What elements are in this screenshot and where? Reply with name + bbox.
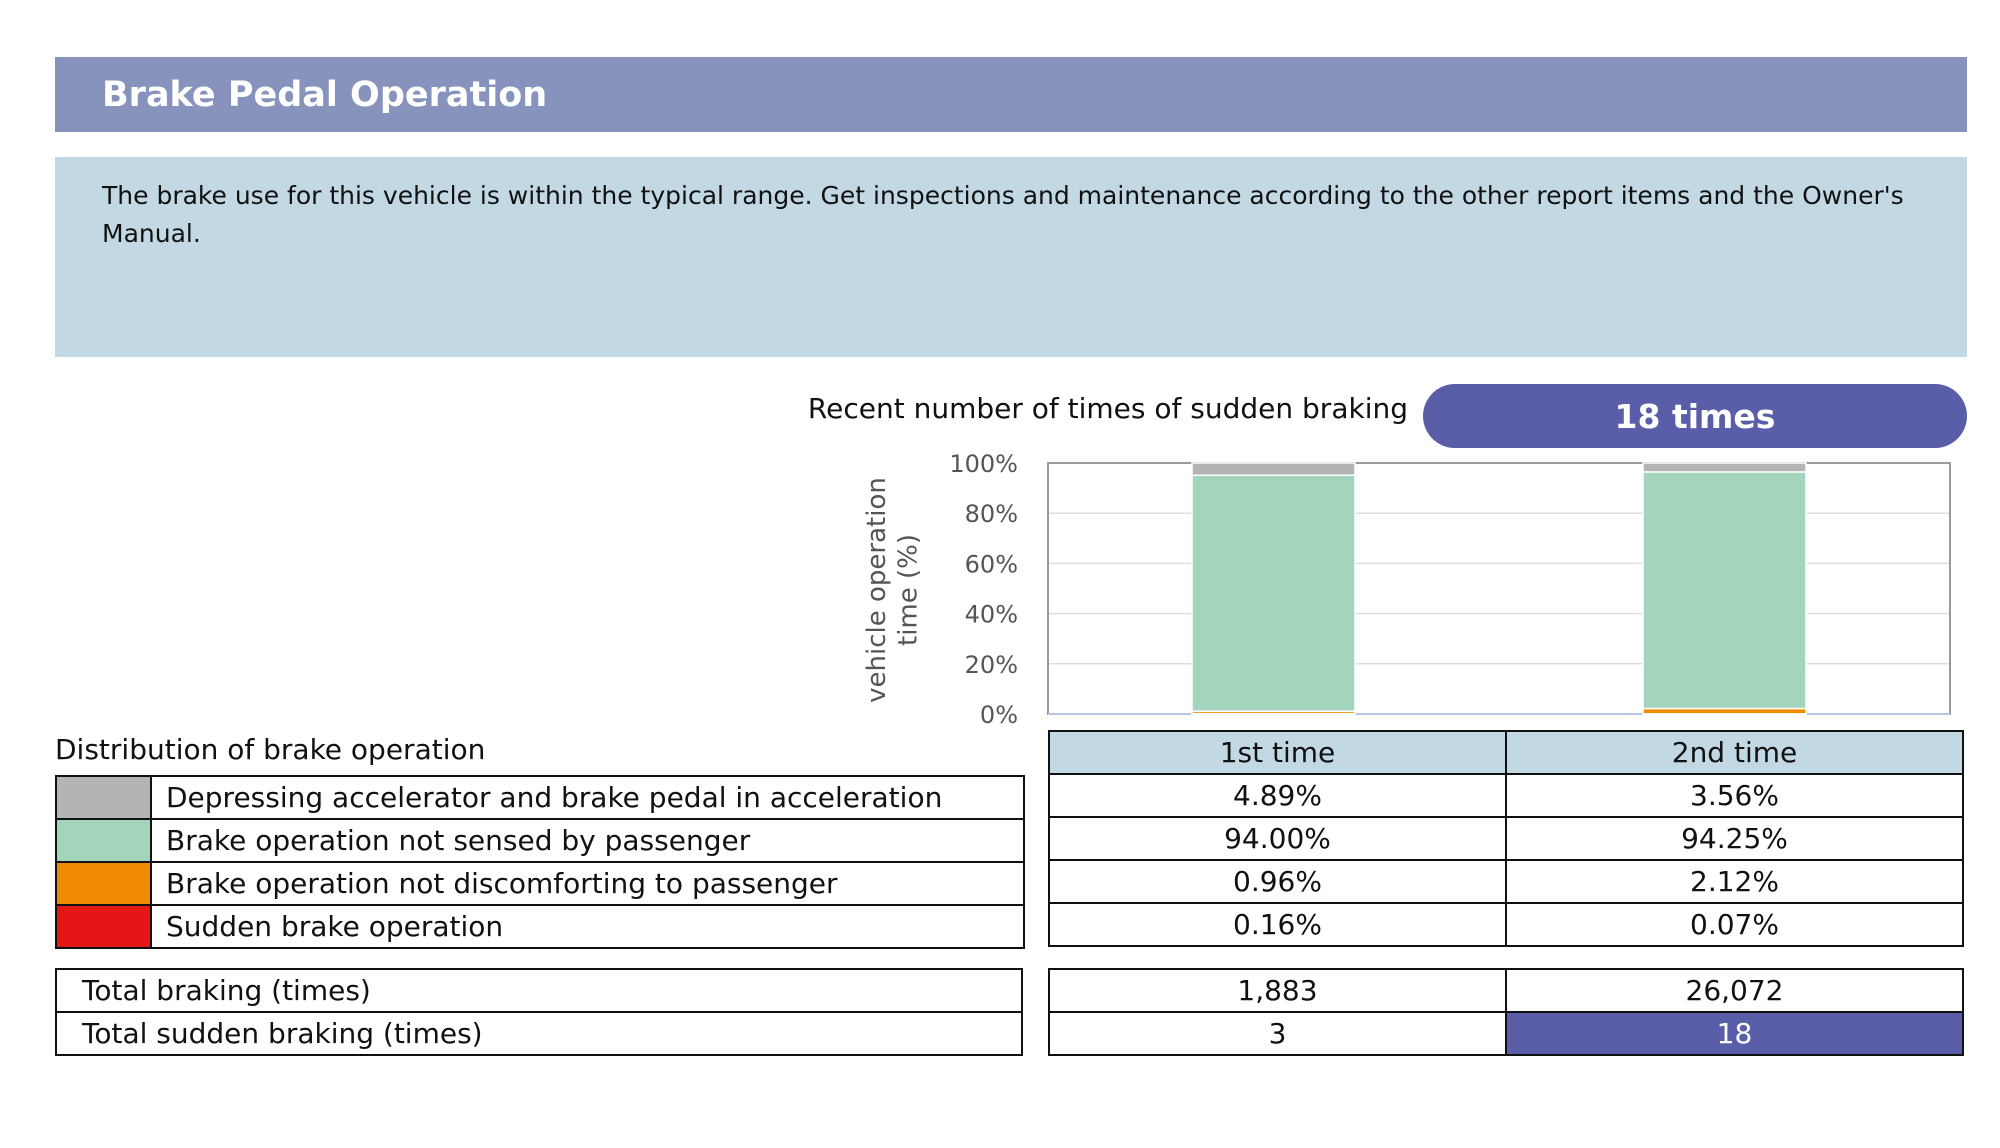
section-header: Brake Pedal Operation [55, 57, 1967, 132]
legend-label: Brake operation not discomforting to pas… [150, 861, 1025, 906]
legend-label: Brake operation not sensed by passenger [150, 818, 1025, 863]
summary-box: The brake use for this vehicle is within… [55, 157, 1967, 357]
totals-label-table: Total braking (times) Total sudden braki… [55, 968, 1023, 1056]
table-cell: 3.56% [1505, 773, 1964, 818]
sudden-braking-label: Recent number of times of sudden braking [807, 392, 1408, 425]
table-row: 0.16% 0.07% [1048, 902, 1964, 947]
table-cell: 0.16% [1048, 902, 1507, 947]
legend-swatch-sudden [55, 904, 152, 949]
table-row: Total braking (times) [55, 968, 1023, 1013]
table-row: 4.89% 3.56% [1048, 773, 1964, 818]
legend-row: Depressing accelerator and brake pedal i… [55, 775, 1025, 820]
table-cell: 1,883 [1048, 968, 1507, 1013]
table-row: 94.00% 94.25% [1048, 816, 1964, 861]
legend-swatch-accel-brake [55, 775, 152, 820]
legend-row: Brake operation not sensed by passenger [55, 818, 1025, 863]
y-tick-label: 60% [965, 550, 1018, 578]
table-cell: 3 [1048, 1011, 1507, 1056]
sudden-braking-badge: 18 times [1423, 384, 1967, 448]
legend-table: Depressing accelerator and brake pedal i… [55, 775, 1025, 949]
sudden-braking-value: 18 times [1614, 396, 1776, 436]
highlighted-cell: 18 [1505, 1011, 1964, 1056]
bar-segment-brake-operation-not-sensed-by-passenger [1191, 474, 1356, 712]
legend-swatch-not-discomforting [55, 861, 152, 906]
table-row: 0.96% 2.12% [1048, 859, 1964, 904]
table-cell: 2.12% [1505, 859, 1964, 904]
legend-row: Brake operation not discomforting to pas… [55, 861, 1025, 906]
total-braking-label: Total braking (times) [55, 968, 1023, 1013]
distribution-values-table: 1st time 2nd time 4.89% 3.56% 94.00% 94.… [1048, 730, 1964, 947]
table-cell: 26,072 [1505, 968, 1964, 1013]
bar-segment-depressing-accelerator-and-brake-pedal-in-acceleration [1642, 462, 1807, 473]
table-cell: 94.00% [1048, 816, 1507, 861]
y-tick-label: 100% [949, 450, 1018, 478]
brake-distribution-chart: 0% 20% 40% 60% 80% 100% vehicle operationtime … [862, 450, 1951, 729]
y-tick-label: 80% [965, 500, 1018, 528]
column-header-2nd: 2nd time [1505, 730, 1964, 775]
y-tick-label: 0% [980, 701, 1018, 729]
table-header-row: 1st time 2nd time [1048, 730, 1964, 775]
legend-row: Sudden brake operation [55, 904, 1025, 949]
bar-segment-depressing-accelerator-and-brake-pedal-in-acceleration [1191, 462, 1356, 476]
bar-segment-brake-operation-not-discomforting-to-passenger [1642, 707, 1807, 715]
section-title: Brake Pedal Operation [102, 74, 548, 115]
column-header-1st: 1st time [1048, 730, 1507, 775]
table-row: 1,883 26,072 [1048, 968, 1964, 1013]
summary-text: The brake use for this vehicle is within… [102, 181, 1904, 248]
y-tick-label: 20% [965, 651, 1018, 679]
distribution-title: Distribution of brake operation [55, 733, 486, 766]
legend-swatch-not-sensed [55, 818, 152, 863]
table-row: 3 18 [1048, 1011, 1964, 1056]
y-axis-label: vehicle operationtime (%) [862, 477, 923, 703]
legend-label: Depressing accelerator and brake pedal i… [150, 775, 1025, 820]
table-cell: 0.96% [1048, 859, 1507, 904]
plot-frame [1047, 462, 1951, 715]
legend-label: Sudden brake operation [150, 904, 1025, 949]
totals-values-table: 1,883 26,072 3 18 [1048, 968, 1964, 1056]
total-sudden-braking-label: Total sudden braking (times) [55, 1011, 1023, 1056]
table-cell: 0.07% [1505, 902, 1964, 947]
y-tick-label: 40% [965, 601, 1018, 629]
table-cell: 94.25% [1505, 816, 1964, 861]
table-row: Total sudden braking (times) [55, 1011, 1023, 1056]
table-cell: 4.89% [1048, 773, 1507, 818]
bar-segment-brake-operation-not-sensed-by-passenger [1642, 471, 1807, 710]
